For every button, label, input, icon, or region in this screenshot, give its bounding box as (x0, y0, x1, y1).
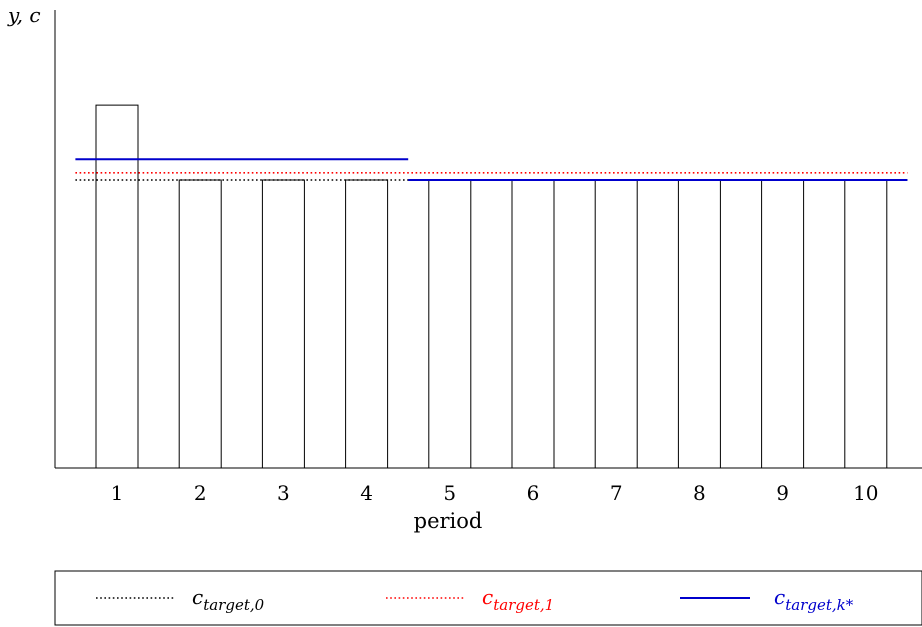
y-axis-label: y, c (7, 3, 41, 27)
x-tick-labels: 1 2 3 4 5 6 7 8 9 10 (111, 481, 879, 505)
axes (54, 10, 922, 469)
bar-2 (178, 179, 222, 469)
x-tick-label-8: 8 (693, 481, 706, 505)
y-axis-label-text: y, c (7, 3, 41, 27)
x-tick-label-2: 2 (194, 481, 207, 505)
bar-10 (844, 179, 888, 469)
bar-4 (345, 179, 389, 469)
target-lines (75, 158, 908, 181)
legend-label-2: ctarget,1 (482, 585, 554, 614)
bar-6 (511, 179, 555, 469)
bar-1 (95, 104, 139, 469)
bar-9 (761, 179, 805, 469)
legend-label-1: ctarget,0 (192, 585, 265, 614)
bars (95, 104, 888, 469)
x-tick-label-7: 7 (610, 481, 623, 505)
bar-7 (594, 179, 638, 469)
x-tick-label-3: 3 (277, 481, 290, 505)
legend-label-3: ctarget,k* (774, 585, 854, 614)
bar-5 (428, 179, 472, 469)
x-tick-label-6: 6 (527, 481, 540, 505)
x-tick-label-10: 10 (853, 481, 878, 505)
legend: ctarget,0 ctarget,1 ctarget,k* (54, 570, 922, 626)
x-tick-label-9: 9 (776, 481, 789, 505)
bar-8 (677, 179, 721, 469)
legend-box (54, 570, 922, 626)
x-tick-label-1: 1 (111, 481, 124, 505)
x-tick-label-5: 5 (443, 481, 456, 505)
bar-3 (261, 179, 305, 469)
legend-items: ctarget,0 ctarget,1 ctarget,k* (96, 585, 854, 614)
x-tick-label-4: 4 (360, 481, 373, 505)
x-axis-label: period (414, 509, 483, 533)
